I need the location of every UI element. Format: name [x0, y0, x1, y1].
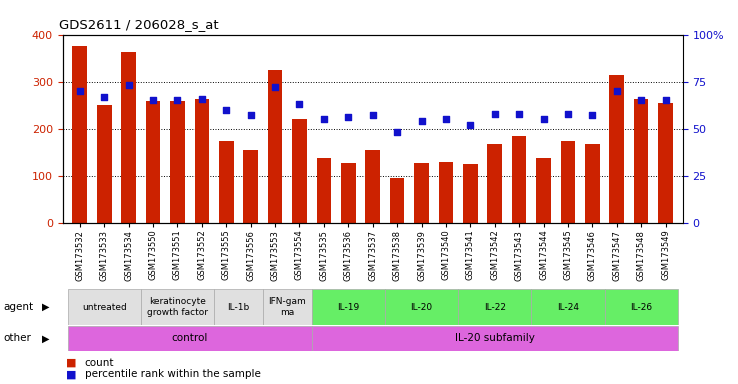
- Bar: [311, 290, 385, 324]
- Text: IL-20: IL-20: [410, 303, 432, 311]
- Bar: [414, 162, 429, 223]
- Bar: [385, 290, 458, 324]
- Bar: [365, 150, 380, 223]
- Text: IL-22: IL-22: [483, 303, 506, 311]
- Point: [611, 88, 623, 94]
- Bar: [97, 105, 111, 223]
- Point: [98, 94, 110, 100]
- Bar: [121, 53, 136, 223]
- Bar: [438, 162, 453, 223]
- Bar: [311, 326, 677, 351]
- Bar: [244, 150, 258, 223]
- Text: IL-24: IL-24: [557, 303, 579, 311]
- Bar: [317, 158, 331, 223]
- Text: IL-19: IL-19: [337, 303, 359, 311]
- Bar: [658, 103, 673, 223]
- Point: [562, 111, 574, 117]
- Bar: [585, 144, 600, 223]
- Point: [245, 113, 257, 119]
- Point: [123, 82, 134, 88]
- Point: [318, 116, 330, 122]
- Point: [635, 98, 647, 104]
- Text: ▶: ▶: [42, 302, 49, 312]
- Bar: [141, 290, 214, 324]
- Bar: [634, 99, 649, 223]
- Bar: [537, 158, 551, 223]
- Text: untreated: untreated: [82, 303, 127, 311]
- Text: IL-26: IL-26: [630, 303, 652, 311]
- Text: ■: ■: [66, 358, 77, 368]
- Text: GDS2611 / 206028_s_at: GDS2611 / 206028_s_at: [59, 18, 218, 31]
- Bar: [170, 101, 184, 223]
- Bar: [561, 141, 575, 223]
- Text: other: other: [4, 333, 32, 343]
- Text: IL-1b: IL-1b: [227, 303, 249, 311]
- Point: [391, 129, 403, 136]
- Bar: [263, 290, 311, 324]
- Text: IFN-gam
ma: IFN-gam ma: [269, 297, 306, 317]
- Bar: [214, 290, 263, 324]
- Bar: [292, 119, 307, 223]
- Text: ▶: ▶: [42, 333, 49, 343]
- Bar: [341, 162, 356, 223]
- Bar: [604, 290, 677, 324]
- Point: [367, 113, 379, 119]
- Bar: [145, 101, 160, 223]
- Text: count: count: [85, 358, 114, 368]
- Bar: [610, 74, 624, 223]
- Bar: [463, 164, 477, 223]
- Bar: [390, 178, 404, 223]
- Point: [440, 116, 452, 122]
- Bar: [68, 326, 311, 351]
- Text: percentile rank within the sample: percentile rank within the sample: [85, 369, 261, 379]
- Bar: [512, 136, 526, 223]
- Point: [587, 113, 599, 119]
- Point: [464, 122, 476, 128]
- Text: IL-20 subfamily: IL-20 subfamily: [455, 333, 534, 343]
- Point: [147, 98, 159, 104]
- Point: [660, 98, 672, 104]
- Point: [537, 116, 549, 122]
- Text: ■: ■: [66, 369, 77, 379]
- Bar: [68, 290, 141, 324]
- Point: [221, 107, 232, 113]
- Bar: [458, 290, 531, 324]
- Bar: [195, 99, 209, 223]
- Bar: [487, 144, 502, 223]
- Point: [74, 88, 86, 94]
- Point: [342, 114, 354, 121]
- Point: [196, 96, 208, 102]
- Point: [513, 111, 525, 117]
- Bar: [219, 141, 233, 223]
- Text: agent: agent: [4, 302, 34, 312]
- Bar: [531, 290, 604, 324]
- Text: keratinocyte
growth factor: keratinocyte growth factor: [147, 297, 208, 317]
- Point: [269, 84, 281, 90]
- Bar: [72, 46, 87, 223]
- Point: [294, 101, 306, 107]
- Point: [415, 118, 427, 124]
- Point: [171, 98, 183, 104]
- Text: control: control: [171, 333, 208, 343]
- Bar: [268, 70, 283, 223]
- Point: [489, 111, 500, 117]
